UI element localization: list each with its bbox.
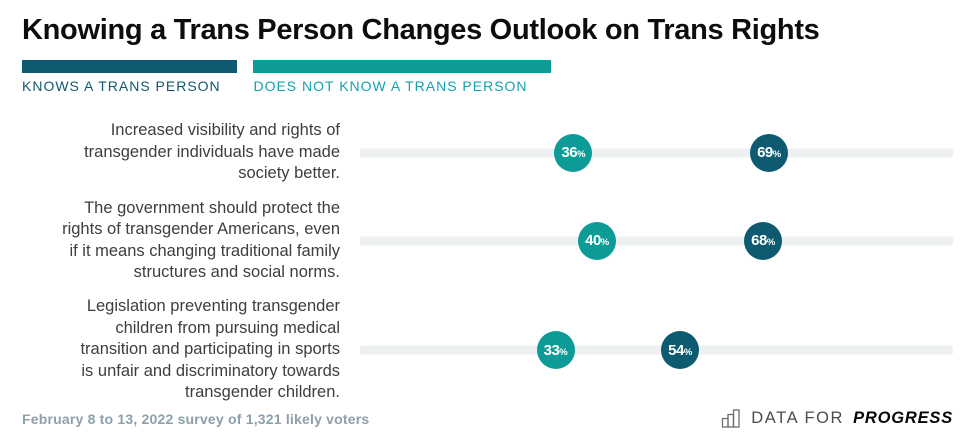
dot-does-not-know: 33% — [536, 331, 575, 369]
dot-plot-area: 40% 68% — [360, 198, 953, 284]
chart-row: Legislation preventing transgender child… — [22, 296, 953, 403]
dot-knows: 68% — [744, 221, 783, 260]
scale-track — [360, 345, 953, 355]
dot-plot-area: 36% 69% — [360, 120, 953, 184]
legend-item-knows: KNOWS A TRANS PERSON — [22, 60, 237, 94]
scale-track — [360, 148, 953, 157]
legend-item-does-not-know: DOES NOT KNOW A TRANS PERSON — [253, 60, 552, 95]
dot-knows: 54% — [661, 331, 700, 369]
dot-does-not-know: 36% — [554, 133, 593, 172]
logo-text-data-for: DATA FOR — [751, 409, 845, 427]
page-title: Knowing a Trans Person Changes Outlook o… — [22, 14, 820, 46]
legend-swatch-knows — [22, 60, 237, 74]
dot-plot-area: 33% 54% — [360, 296, 953, 403]
dot-plot-rows: Increased visibility and rights of trans… — [22, 120, 953, 403]
legend-label-does-not-know: DOES NOT KNOW A TRANS PERSON — [253, 78, 528, 95]
legend: KNOWS A TRANS PERSON DOES NOT KNOW A TRA… — [22, 60, 953, 94]
statement-text: Legislation preventing transgender child… — [80, 297, 340, 402]
dot-does-not-know: 40% — [578, 221, 617, 260]
chart-row: Increased visibility and rights of trans… — [22, 120, 953, 184]
bar-chart-icon — [721, 409, 744, 428]
footer: February 8 to 13, 2022 survey of 1,321 l… — [22, 409, 953, 428]
statement-text: The government should protect the rights… — [62, 198, 340, 281]
survey-note: February 8 to 13, 2022 survey of 1,321 l… — [22, 410, 370, 427]
legend-swatch-does-not-know — [253, 60, 552, 74]
dot-knows: 69% — [750, 133, 789, 172]
data-for-progress-logo: DATA FOR PROGRESS — [721, 409, 953, 428]
logo-text-progress: PROGRESS — [853, 409, 953, 427]
scale-track — [360, 236, 953, 246]
legend-label-knows: KNOWS A TRANS PERSON — [22, 78, 221, 95]
statement-text: Increased visibility and rights of trans… — [84, 121, 340, 183]
chart-row: The government should protect the rights… — [22, 198, 953, 284]
